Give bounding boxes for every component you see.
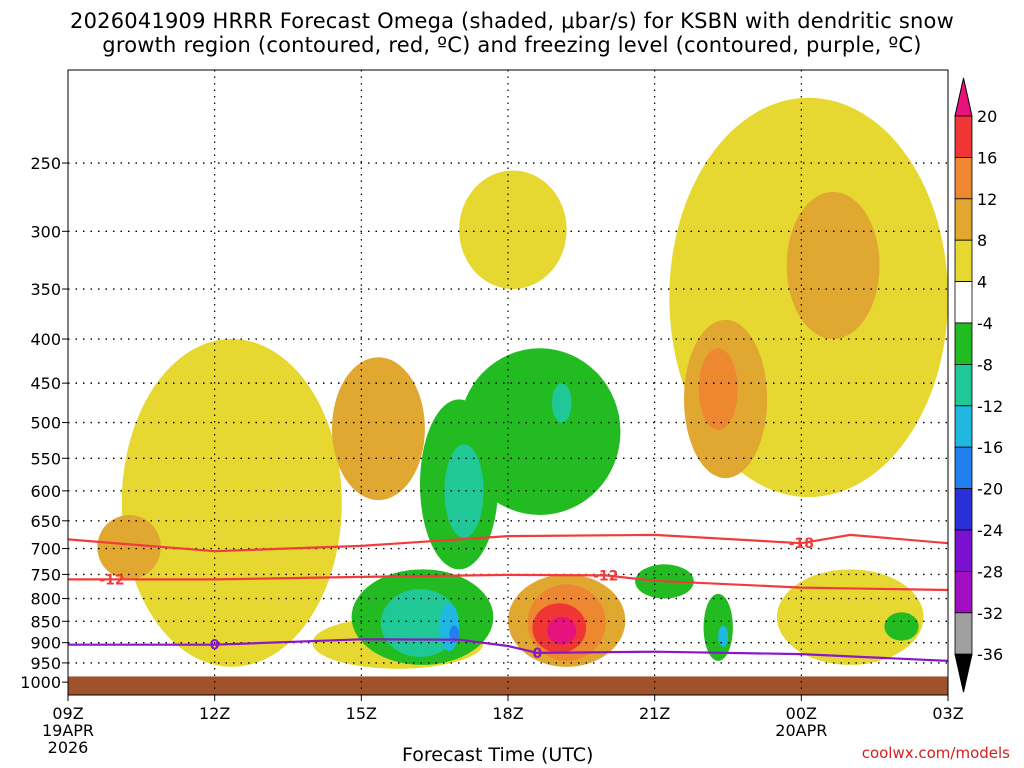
- colorbar: 20 16 12 8 4 -4 -8 -12 -16 -20 -24 -28 -32 -36: [954, 77, 1003, 693]
- contour-label-0: 0: [210, 638, 220, 654]
- colorbar-swatch-7: [954, 363, 973, 407]
- x-label-15Z: 15Z: [346, 704, 377, 723]
- grid-lines: [68, 70, 948, 695]
- colorbar-swatch-1: [954, 115, 973, 158]
- colorbar-swatch-6: [954, 322, 973, 365]
- omega-region-15: [459, 348, 621, 516]
- colorbar-swatch-9: [954, 446, 973, 490]
- omega-region-24: [718, 625, 728, 647]
- y-label-250: 250: [30, 154, 61, 173]
- omega-region-6: [97, 515, 161, 580]
- y-label-700: 700: [30, 540, 61, 559]
- x-sublabel-09Z: 19APR: [42, 721, 94, 740]
- colorbar-label-10: -24: [977, 521, 1003, 540]
- x-label-12Z: 12Z: [199, 704, 230, 723]
- contour-label--12: -12: [99, 572, 124, 588]
- colorbar-label-3: 8: [977, 231, 987, 250]
- colorbar-label-11: -28: [977, 562, 1003, 581]
- contour-label-extra-1: -12: [593, 568, 618, 584]
- omega-region-2: [459, 170, 567, 290]
- temperature-contours: -18 -12 0 0 -12: [68, 533, 948, 662]
- x-axis-title: Forecast Time (UTC): [402, 744, 594, 766]
- x-label-21Z: 21Z: [639, 704, 670, 723]
- omega-region-0: [121, 339, 342, 667]
- x-label-00Z: 00Z: [786, 704, 817, 723]
- omega-region-8: [786, 191, 880, 340]
- colorbar-swatch-8: [954, 405, 973, 448]
- colorbar-swatch-12: [954, 571, 973, 614]
- colorbar-label-7: -12: [977, 397, 1003, 416]
- chart-title-line-1: 2026041909 HRRR Forecast Omega (shaded, …: [70, 9, 954, 33]
- x-sublabel2-09Z: 2026: [48, 738, 89, 757]
- x-sublabel-00Z: 20APR: [775, 721, 827, 740]
- contour-label--18: -18: [789, 536, 814, 552]
- y-label-450: 450: [30, 374, 61, 393]
- x-label-18Z: 18Z: [492, 704, 523, 723]
- contour-label-extra-0: 0: [532, 646, 542, 662]
- y-label-650: 650: [30, 512, 61, 531]
- omega-region-25: [449, 625, 460, 643]
- colorbar-top-arrow: [954, 77, 973, 117]
- colorbar-swatch-5: [954, 281, 973, 324]
- colorbar-label-1: 16: [977, 148, 997, 167]
- y-label-500: 500: [30, 414, 61, 433]
- colorbar-label-8: -16: [977, 438, 1003, 457]
- colorbar-label-4: 4: [977, 273, 987, 292]
- x-label-09Z: 09Z: [52, 704, 83, 723]
- y-label-350: 350: [30, 280, 61, 299]
- colorbar-label-5: -4: [977, 314, 993, 333]
- omega-shading: [97, 97, 948, 669]
- x-label-03Z: 03Z: [932, 704, 963, 723]
- y-label-600: 600: [30, 482, 61, 501]
- y-label-950: 950: [30, 654, 61, 673]
- y-label-900: 900: [30, 634, 61, 653]
- colorbar-swatch-11: [954, 529, 973, 572]
- ground-layer: [68, 676, 948, 695]
- colorbar-label-2: 12: [977, 190, 997, 209]
- y-label-1000: 1000: [20, 673, 61, 692]
- colorbar-swatch-4: [954, 239, 973, 282]
- colorbar-swatch-10: [954, 488, 973, 531]
- contour-line--12: [68, 573, 948, 592]
- y-label-400: 400: [30, 330, 61, 349]
- contour-line-0: [68, 638, 948, 662]
- colorbar-label-6: -8: [977, 355, 993, 374]
- omega-region-18: [703, 593, 733, 661]
- colorbar-swatch-3: [954, 198, 973, 241]
- omega-region-22: [552, 383, 572, 423]
- chart-title-line-2: growth region (contoured, red, ºC) and f…: [102, 33, 922, 57]
- omega-region-20: [444, 444, 484, 538]
- y-label-550: 550: [30, 449, 61, 468]
- y-label-800: 800: [30, 590, 61, 609]
- omega-region-4: [776, 569, 924, 665]
- colorbar-swatch-13: [954, 612, 973, 655]
- omega-region-13: [547, 616, 577, 645]
- y-axis: 250 300 350 400 450 500 550 600 650 700 750 800 850 9…: [20, 154, 68, 692]
- colorbar-label-12: -32: [977, 604, 1003, 623]
- credit-text: coolwx.com/models: [861, 744, 1010, 762]
- colorbar-label-0: 20: [977, 107, 997, 126]
- contour-line--18: [68, 533, 948, 553]
- colorbar-label-13: -36: [977, 645, 1003, 664]
- y-label-750: 750: [30, 565, 61, 584]
- colorbar-bottom-arrow: [954, 653, 973, 693]
- omega-region-10: [698, 348, 738, 430]
- y-label-850: 850: [30, 612, 61, 631]
- colorbar-swatch-2: [954, 156, 973, 200]
- y-label-300: 300: [30, 222, 61, 241]
- colorbar-label-9: -20: [977, 480, 1003, 499]
- omega-region-19: [884, 612, 919, 641]
- omega-region-5: [332, 357, 425, 501]
